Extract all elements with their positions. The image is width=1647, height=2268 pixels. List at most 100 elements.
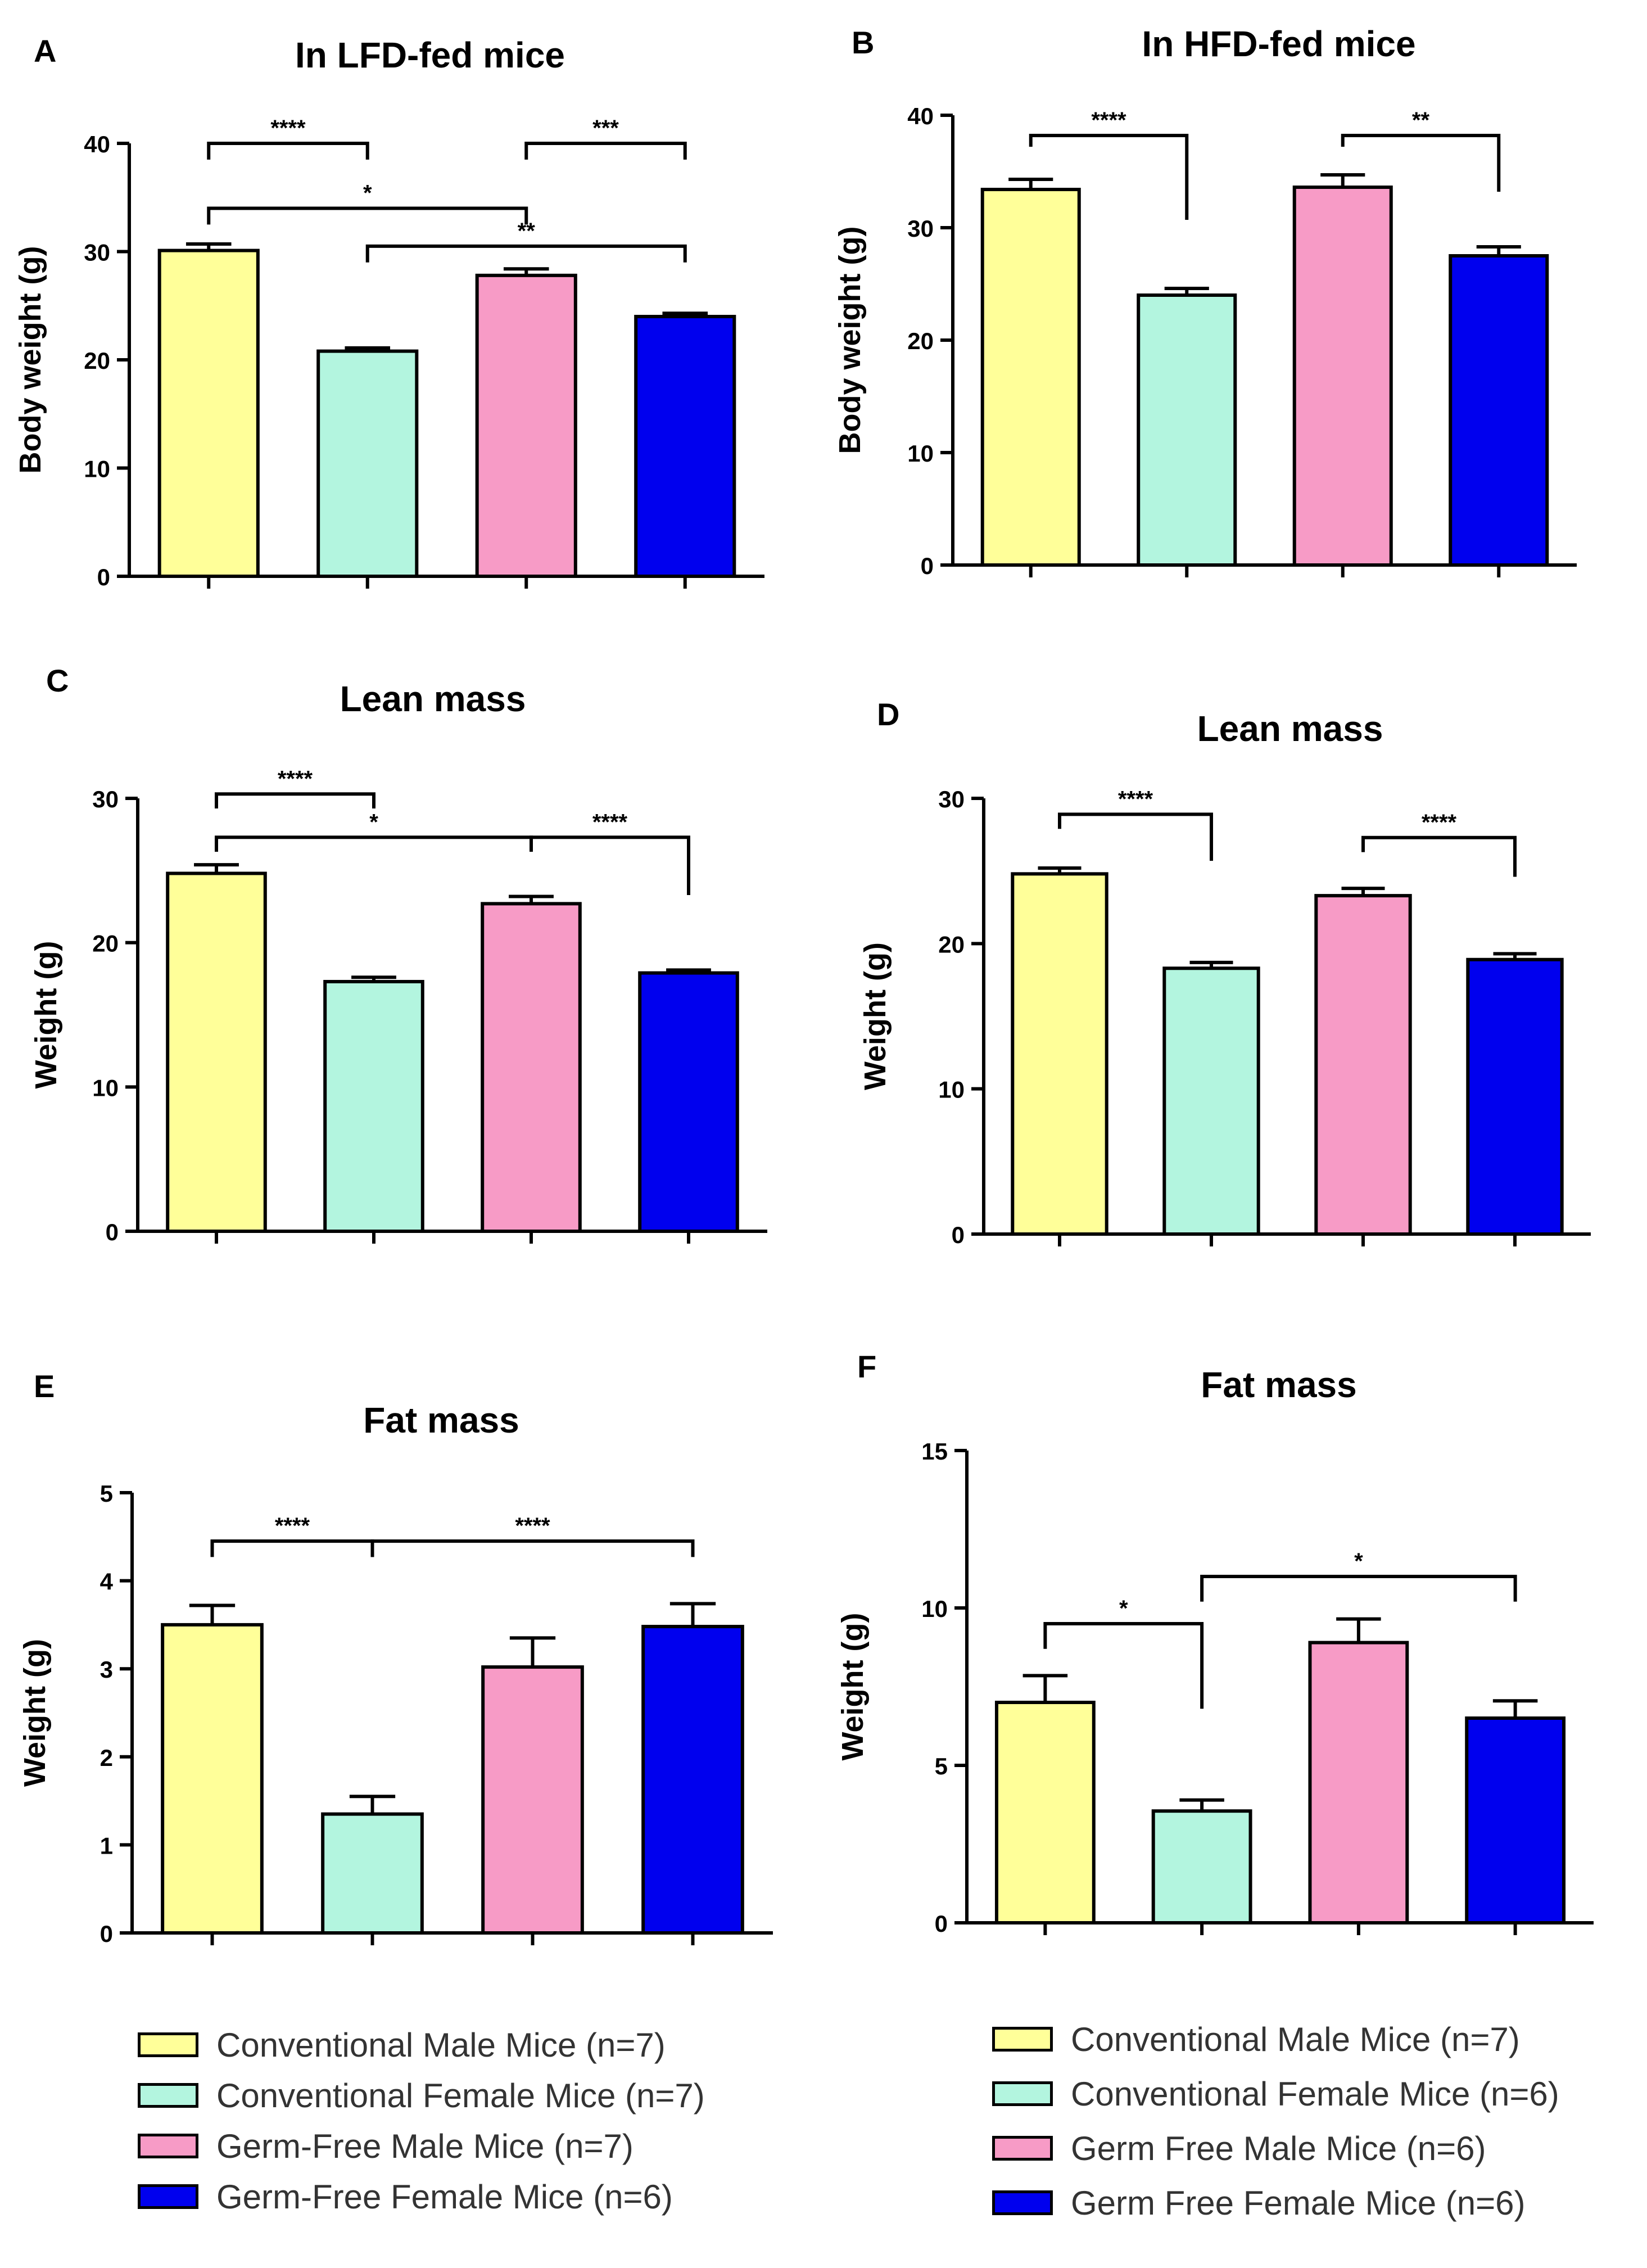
bar — [1151, 1809, 1252, 1924]
significance-bracket — [1043, 1622, 1204, 1709]
y-tick-label: 20 — [938, 931, 965, 957]
y-tick-label: 30 — [92, 786, 119, 812]
y-tick-label: 10 — [92, 1074, 119, 1101]
chart-panel-b: B In HFD-fed mice Body weight (g) 0 10 20 30 40… — [833, 24, 1577, 579]
chart-panel-f: F Fat mass Weight (g) 0 5 10 15 * * — [836, 1349, 1594, 1937]
significance-label: **** — [278, 766, 313, 791]
legend-label: Germ Free Female Mice (n=6) — [1071, 2184, 1526, 2222]
legend-left: Conventional Male Mice (n=7) Conventiona… — [138, 2027, 868, 2229]
bar — [980, 188, 1081, 567]
legend-swatch-conv-female — [138, 2083, 198, 2108]
legend-label: Conventional Male Mice (n=7) — [216, 2026, 666, 2064]
significance-bracket — [1361, 835, 1517, 877]
y-tick-label: 0 — [106, 1219, 119, 1245]
chart-title: Lean mass — [340, 679, 526, 719]
bar — [481, 1665, 584, 1935]
significance-label: **** — [1091, 108, 1126, 133]
significance-bracket — [1029, 134, 1189, 220]
y-tick-label: 0 — [100, 1921, 113, 1947]
bar — [1137, 293, 1237, 567]
chart-panel-e: E Fat mass Weight (g) 0 1 2 3 4 5 **** **** — [18, 1368, 773, 1947]
legend-swatch-gf-female — [992, 2190, 1053, 2215]
significance-bracket — [365, 244, 687, 263]
bar — [1449, 254, 1549, 567]
y-tick-label: 40 — [907, 103, 934, 129]
significance-bracket — [215, 792, 375, 808]
y-axis-label: Weight (g) — [836, 1613, 870, 1761]
y-axis-label: Weight (g) — [858, 942, 892, 1090]
bar — [316, 349, 419, 578]
chart-title: Lean mass — [1197, 708, 1383, 749]
y-tick-label: 5 — [935, 1753, 948, 1779]
y-tick-label: 30 — [907, 215, 934, 242]
bar — [323, 979, 424, 1233]
significance-label: * — [363, 181, 372, 206]
bar — [1292, 186, 1393, 567]
legend-label: Conventional Female Mice (n=6) — [1071, 2075, 1559, 2113]
legend-swatch-gf-male — [138, 2134, 198, 2158]
bar — [166, 871, 267, 1233]
y-axis-label: Body weight (g) — [833, 227, 867, 454]
bar — [481, 902, 582, 1234]
bar — [1011, 872, 1108, 1236]
bar — [1162, 966, 1260, 1236]
y-tick-label: 20 — [907, 328, 934, 354]
panel-letter: A — [34, 33, 56, 69]
y-tick-label: 1 — [100, 1832, 113, 1859]
legend-right: Conventional Male Mice (n=7) Conventiona… — [992, 2021, 1639, 2224]
significance-bracket — [370, 1539, 695, 1557]
significance-bracket — [215, 835, 533, 852]
significance-bracket — [530, 835, 690, 895]
significance-label: ** — [518, 219, 536, 243]
significance-bracket — [210, 1539, 374, 1557]
significance-bracket — [1341, 134, 1501, 192]
bar — [994, 1701, 1096, 1924]
significance-bracket — [1058, 812, 1213, 861]
y-tick-label: 30 — [84, 240, 110, 266]
y-tick-label: 0 — [97, 564, 110, 590]
y-tick-label: 20 — [92, 930, 119, 957]
bar — [161, 1623, 264, 1935]
bar — [1465, 1716, 1566, 1924]
significance-bracket — [207, 206, 528, 225]
panel-letter: C — [46, 663, 69, 698]
y-tick-label: 10 — [84, 456, 110, 482]
legend-label: Germ Free Male Mice (n=6) — [1071, 2130, 1486, 2167]
y-tick-label: 10 — [907, 440, 934, 467]
legend-label: Germ-Free Male Mice (n=7) — [216, 2127, 634, 2165]
significance-label: ** — [1412, 108, 1430, 133]
chart-title: In HFD-fed mice — [1142, 24, 1415, 64]
bar — [641, 1625, 744, 1935]
y-tick-label: 15 — [921, 1438, 948, 1465]
bar — [475, 273, 577, 579]
y-tick-label: 0 — [935, 1910, 948, 1937]
chart-title: In LFD-fed mice — [295, 35, 565, 75]
legend-swatch-gf-female — [138, 2184, 198, 2209]
panel-letter: B — [852, 25, 874, 60]
y-axis-label: Body weight (g) — [13, 246, 47, 474]
significance-label: **** — [1422, 810, 1457, 835]
significance-label: * — [369, 810, 378, 834]
significance-label: **** — [270, 116, 306, 141]
bar — [634, 315, 736, 578]
bar — [1308, 1641, 1409, 1925]
y-tick-label: 0 — [952, 1222, 965, 1248]
y-tick-label: 2 — [100, 1745, 113, 1771]
significance-label: * — [1354, 1549, 1363, 1574]
chart-panel-a: A In LFD-fed mice Body weight (g) 0 10 20 30 40… — [13, 33, 764, 590]
significance-label: * — [1119, 1596, 1128, 1621]
significance-label: **** — [592, 810, 628, 834]
chart-panel-d: D Lean mass Weight (g) 0 10 20 30 **** **** — [858, 697, 1591, 1248]
y-axis-label: Weight (g) — [18, 1639, 52, 1787]
bar — [321, 1812, 424, 1935]
significance-label: *** — [592, 116, 619, 141]
y-tick-label: 3 — [100, 1656, 113, 1683]
y-tick-label: 5 — [100, 1480, 113, 1507]
significance-label: **** — [275, 1513, 310, 1538]
bar — [1314, 894, 1412, 1236]
legend-label: Conventional Male Mice (n=7) — [1071, 2021, 1520, 2058]
legend-swatch-conv-female — [992, 2081, 1053, 2106]
